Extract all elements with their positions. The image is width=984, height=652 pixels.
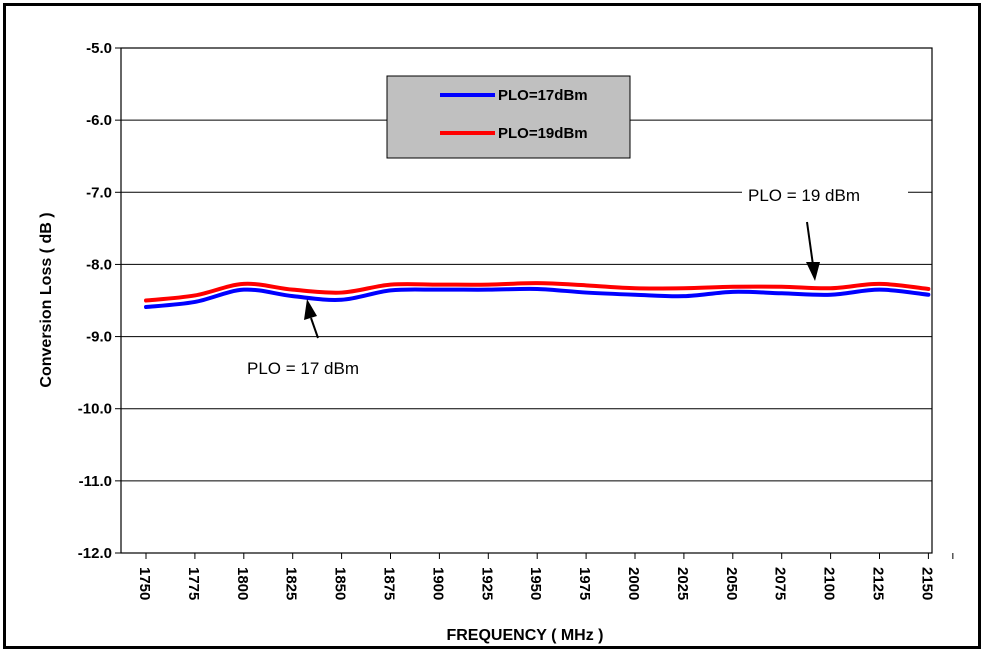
x-tick-label: 2125 bbox=[870, 567, 887, 600]
y-tick-label: -6.0 bbox=[86, 112, 112, 129]
x-tick-label: 1950 bbox=[527, 567, 544, 600]
legend-label-plo17: PLO=17dBm bbox=[498, 87, 588, 104]
x-tick-label: 2025 bbox=[674, 567, 691, 600]
x-tick-label: 2150 bbox=[918, 567, 935, 600]
y-axis-title: Conversion Loss ( dB ) bbox=[38, 212, 55, 387]
x-tick-labels: 1750 1775 1800 1825 1850 1875 1900 1925 1950 1975… bbox=[136, 567, 935, 600]
x-tick-label: 2000 bbox=[625, 567, 642, 600]
y-tick-label: -12.0 bbox=[78, 545, 112, 562]
x-axis-title: FREQUENCY ( MHz ) bbox=[446, 627, 603, 644]
y-tick-label: -9.0 bbox=[86, 329, 112, 346]
x-tick-label: 1875 bbox=[381, 567, 398, 600]
x-tick-label: 1925 bbox=[478, 567, 495, 600]
x-tick-label: 1900 bbox=[429, 567, 446, 600]
x-tick-label: 1975 bbox=[576, 567, 593, 600]
annotation-plo17-text: PLO = 17 dBm bbox=[247, 359, 359, 378]
y-tick-label: -8.0 bbox=[86, 256, 112, 273]
x-tick-label: 2075 bbox=[772, 567, 789, 600]
y-tick-label: -5.0 bbox=[86, 40, 112, 57]
y-tick-labels: -5.0 -6.0 -7.0 -8.0 -9.0 -10.0 -11.0 -12.0 bbox=[78, 40, 112, 562]
legend: PLO=17dBm PLO=19dBm bbox=[387, 76, 630, 158]
x-tick-label: 1775 bbox=[185, 567, 202, 600]
x-tick-label: 1750 bbox=[136, 567, 153, 600]
x-tick-label: 1800 bbox=[234, 567, 251, 600]
x-tick-label: 1825 bbox=[283, 567, 300, 600]
y-tick-label: -10.0 bbox=[78, 401, 112, 418]
legend-label-plo19: PLO=19dBm bbox=[498, 125, 588, 142]
y-tick-label: -7.0 bbox=[86, 184, 112, 201]
x-tick-label: 1850 bbox=[332, 567, 349, 600]
x-tick-label: 2050 bbox=[723, 567, 740, 600]
annotation-plo19-text: PLO = 19 dBm bbox=[748, 186, 860, 205]
y-tick-label: -11.0 bbox=[79, 473, 112, 490]
x-tick-label: 2100 bbox=[821, 567, 838, 600]
